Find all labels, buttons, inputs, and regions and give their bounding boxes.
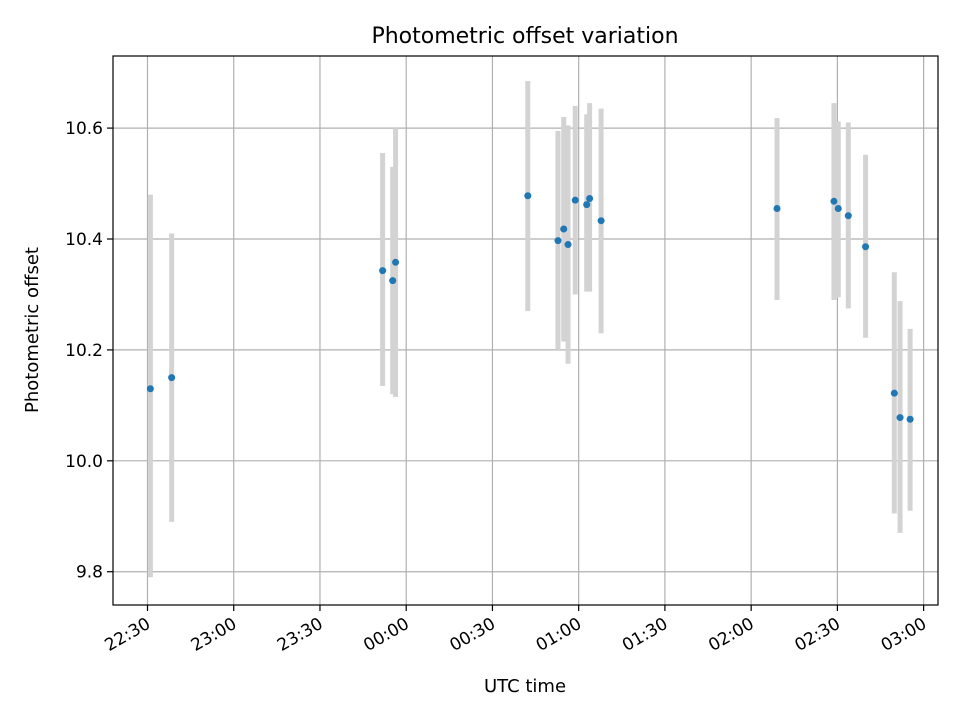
data-point-11 (586, 195, 594, 203)
data-point-7 (560, 225, 568, 233)
data-point-5 (524, 192, 532, 200)
y-tick-label-2: 10.2 (65, 341, 103, 361)
data-point-20 (906, 415, 914, 423)
data-point-17 (862, 243, 870, 251)
x-tick-label-9: 03:00 (878, 614, 930, 656)
y-tick-label-4: 10.6 (65, 119, 103, 139)
y-tick-label-1: 10.0 (65, 452, 103, 472)
data-point-1 (168, 374, 176, 382)
x-axis-ticks: 22:30 23:00 23:30 00:00 00:30 01:00 01:30 02:00… (102, 605, 930, 656)
y-tick-label-0: 9.8 (76, 563, 103, 583)
data-point-15 (834, 205, 842, 212)
y-axis-label: Photometric offset (22, 247, 43, 413)
x-axis-label: UTC time (484, 676, 566, 697)
chart-title: Photometric offset variation (371, 24, 678, 49)
x-tick-label-6: 01:30 (619, 614, 671, 656)
data-point-19 (896, 414, 904, 422)
data-point-13 (773, 205, 781, 212)
x-tick-label-4: 00:30 (447, 614, 499, 656)
x-tick-label-3: 00:00 (360, 614, 412, 656)
error-bars (147, 80, 913, 578)
plot-frame (112, 55, 939, 606)
data-point-4 (392, 258, 400, 266)
data-point-6 (554, 237, 562, 245)
data-point-18 (890, 389, 898, 397)
data-point-12 (597, 217, 605, 225)
data-point-0 (146, 385, 154, 393)
data-point-3 (389, 277, 397, 285)
data-point-16 (844, 212, 852, 220)
y-axis-ticks: 9.8 10.0 10.2 10.4 10.6 (65, 119, 113, 583)
data-point-14 (830, 197, 838, 205)
data-point-10 (583, 201, 591, 209)
data-point-9 (571, 196, 579, 204)
data-points (146, 192, 914, 423)
x-tick-label-5: 01:00 (533, 614, 585, 656)
x-tick-label-7: 02:00 (705, 614, 757, 656)
x-tick-label-0: 22:30 (102, 614, 154, 656)
y-tick-label-3: 10.4 (65, 230, 103, 250)
x-tick-label-8: 02:30 (791, 614, 843, 656)
x-tick-label-2: 23:30 (274, 614, 326, 656)
data-point-8 (564, 241, 572, 249)
x-tick-label-1: 23:00 (188, 614, 240, 656)
data-point-2 (379, 267, 387, 275)
